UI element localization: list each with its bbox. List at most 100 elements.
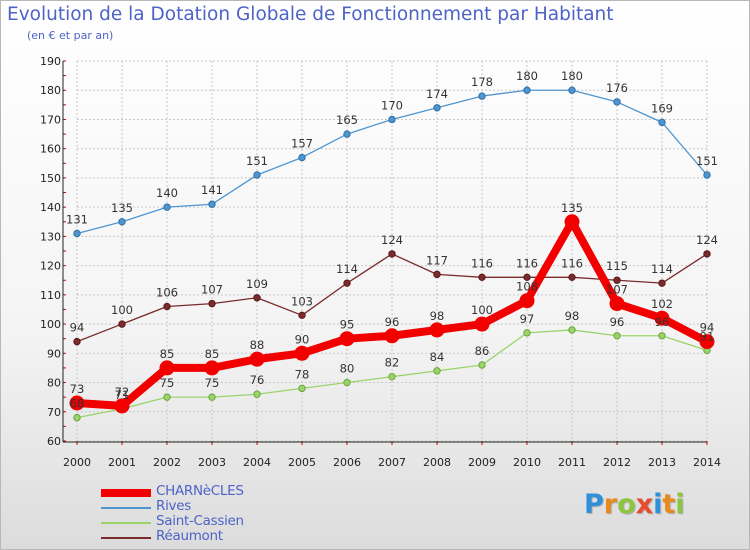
data-label-saint-cassien: 98	[565, 309, 580, 323]
x-tick-label: 2003	[198, 456, 226, 469]
chart-subtitle: (en € et par an)	[27, 29, 114, 42]
legend-label: Rives	[156, 498, 191, 514]
data-point-r-aumont	[658, 279, 666, 287]
data-label-saint-cassien: 96	[655, 315, 670, 329]
data-label-r-aumont: 107	[201, 283, 223, 297]
data-point-charn-cles	[519, 293, 535, 309]
data-label-charn-cles: 96	[385, 315, 400, 329]
data-point-r-aumont	[478, 273, 486, 282]
data-point-rives	[253, 171, 261, 179]
legend-label: CHARNèCLES	[156, 483, 244, 499]
x-tick-label: 2002	[153, 456, 181, 469]
data-label-r-aumont: 114	[651, 262, 673, 276]
legend-swatch	[101, 537, 151, 539]
data-label-r-aumont: 116	[516, 256, 538, 270]
data-point-charn-cles	[159, 360, 175, 376]
x-tick-label: 2004	[243, 456, 271, 469]
data-point-saint-cassien	[343, 378, 351, 387]
data-label-r-aumont: 116	[561, 256, 583, 270]
data-point-saint-cassien	[73, 413, 81, 422]
data-point-charn-cles	[384, 328, 400, 344]
legend-label: Réaumont	[156, 528, 223, 544]
legend-swatch	[101, 489, 151, 497]
data-point-r-aumont	[253, 294, 261, 302]
data-label-r-aumont: 94	[70, 321, 85, 335]
data-point-rives	[73, 229, 81, 238]
data-point-rives	[118, 218, 126, 226]
legend-swatch	[101, 522, 151, 524]
x-tick-label: 2005	[288, 456, 316, 469]
data-label-saint-cassien: 86	[475, 344, 490, 358]
data-point-rives	[343, 130, 351, 138]
data-point-r-aumont	[388, 250, 396, 258]
data-point-saint-cassien	[388, 372, 396, 381]
y-tick-label: 110	[40, 289, 61, 302]
data-point-rives	[433, 104, 441, 112]
data-point-saint-cassien	[478, 361, 486, 369]
data-point-r-aumont	[73, 337, 81, 346]
x-tick-label: 2013	[648, 456, 676, 469]
y-tick-label: 130	[40, 230, 61, 243]
data-point-charn-cles	[429, 322, 445, 338]
data-point-saint-cassien	[433, 367, 441, 375]
data-point-saint-cassien	[568, 326, 576, 334]
logo-letter: x	[635, 489, 654, 520]
logo-letter: o	[617, 489, 636, 520]
data-label-charn-cles: 107	[606, 283, 628, 297]
data-point-r-aumont	[613, 276, 621, 284]
data-label-r-aumont: 103	[291, 294, 313, 308]
data-label-charn-cles: 102	[651, 297, 673, 311]
data-point-rives	[298, 153, 306, 162]
data-label-rives: 165	[336, 113, 358, 127]
data-point-charn-cles	[339, 331, 355, 347]
data-label-r-aumont: 106	[156, 286, 178, 300]
y-tick-label: 180	[40, 84, 61, 97]
data-label-saint-cassien: 80	[340, 362, 355, 376]
data-label-r-aumont: 114	[336, 262, 358, 276]
x-tick-label: 2001	[108, 456, 136, 469]
data-label-rives: 178	[471, 75, 493, 89]
chart-title: Evolution de la Dotation Globale de Fonc…	[7, 4, 614, 25]
series	[69, 86, 715, 422]
data-point-charn-cles	[654, 310, 670, 326]
data-point-charn-cles	[69, 395, 85, 411]
proxiti-logo: Proxiti	[584, 489, 685, 520]
data-point-r-aumont	[343, 279, 351, 287]
data-label-r-aumont: 109	[246, 277, 268, 291]
data-label-rives: 131	[66, 212, 88, 226]
y-tick-label: 60	[47, 435, 61, 448]
axes: 60 70 80 90 100 110 120 130 140 150 160 170 180 190 20…	[40, 55, 721, 469]
data-point-rives	[658, 118, 666, 127]
data-label-rives: 174	[426, 87, 448, 101]
logo-letter: r	[603, 489, 618, 520]
data-label-charn-cles: 108	[516, 280, 538, 294]
data-point-charn-cles	[564, 214, 580, 230]
logo-letter: P	[584, 489, 604, 520]
x-tick-label: 2011	[558, 456, 586, 469]
y-tick-label: 70	[47, 406, 61, 419]
y-tick-label: 90	[47, 347, 61, 360]
data-point-saint-cassien	[163, 393, 171, 401]
data-point-saint-cassien	[523, 329, 531, 337]
data-label-rives: 141	[201, 183, 223, 197]
x-tick-label: 2014	[693, 456, 721, 469]
y-tick-label: 160	[40, 143, 61, 156]
data-label-saint-cassien: 91	[700, 329, 715, 343]
data-point-charn-cles	[294, 345, 310, 361]
y-tick-label: 150	[40, 172, 61, 185]
data-label-saint-cassien: 78	[295, 367, 310, 381]
y-tick-label: 140	[40, 201, 61, 214]
data-label-charn-cles: 98	[430, 309, 445, 323]
data-point-rives	[523, 86, 531, 94]
data-label-saint-cassien: 76	[250, 373, 265, 387]
data-label-charn-cles: 100	[471, 303, 493, 317]
data-label-r-aumont: 117	[426, 253, 448, 267]
data-label-saint-cassien: 71	[115, 388, 130, 402]
data-label-rives: 135	[111, 201, 133, 215]
y-tick-label: 170	[40, 113, 61, 126]
data-point-rives	[388, 115, 396, 124]
data-point-charn-cles	[699, 334, 715, 350]
data-label-charn-cles: 95	[340, 318, 355, 332]
x-tick-label: 2009	[468, 456, 496, 469]
